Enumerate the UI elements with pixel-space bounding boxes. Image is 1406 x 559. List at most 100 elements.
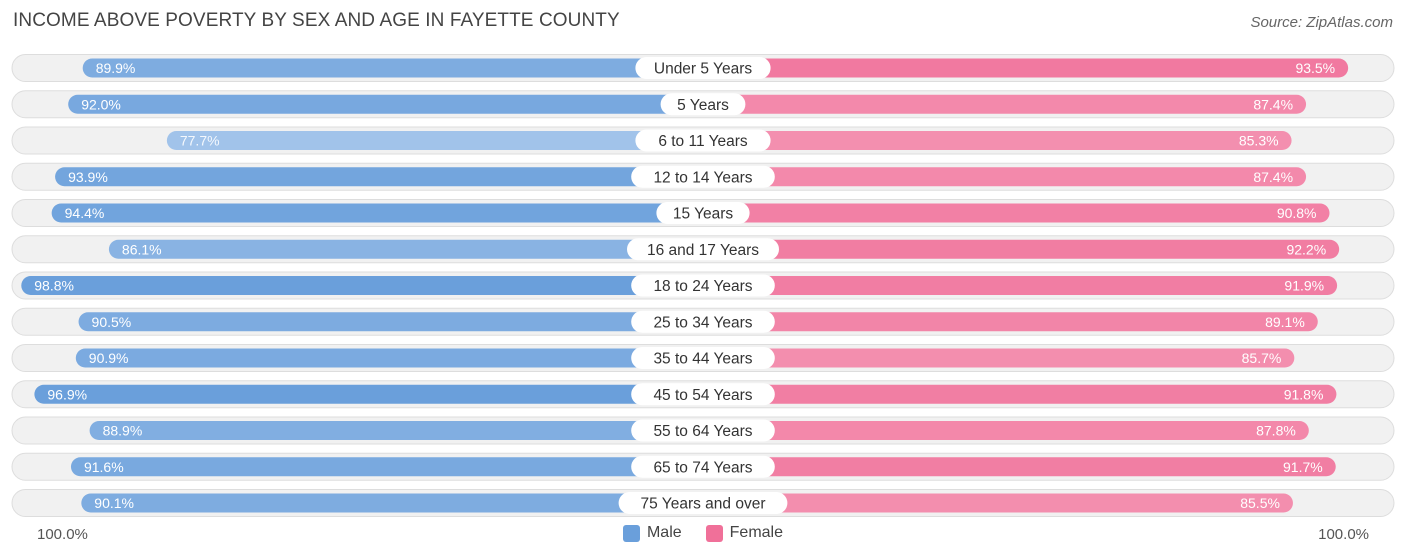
category-label: 25 to 34 Years — [653, 314, 752, 331]
category-label: 6 to 11 Years — [658, 133, 748, 150]
data-label-male: 77.7% — [180, 133, 220, 149]
data-label-female: 91.7% — [1283, 459, 1323, 475]
data-label-male: 86.1% — [122, 241, 162, 257]
chart-row: 89.9% 93.5% Under 5 Years — [11, 54, 1395, 82]
category-pill — [660, 93, 746, 116]
legend-label-female: Female — [729, 524, 784, 541]
bar-female — [703, 457, 1336, 477]
bar-female — [703, 312, 1318, 332]
data-label-male: 90.9% — [89, 350, 129, 366]
category-pill — [631, 310, 775, 333]
bar-male — [68, 94, 703, 114]
bar-male — [166, 131, 703, 150]
legend-swatch-male — [622, 524, 640, 542]
data-label-male: 93.9% — [68, 169, 108, 185]
axis-left-label: 100.0% — [37, 526, 88, 543]
category-pill — [635, 129, 771, 152]
bar-female — [703, 493, 1293, 513]
category-pill — [631, 419, 775, 442]
chart-row: 90.5% 89.1% 25 to 34 Years — [11, 307, 1395, 336]
data-label-male: 90.5% — [92, 314, 132, 330]
legend-item-female: Female — [705, 524, 784, 542]
bar-female — [703, 58, 1349, 78]
bar-male — [55, 167, 703, 187]
legend-swatch-female — [705, 524, 723, 542]
chart-row: 88.9% 87.8% 55 to 64 Years — [11, 416, 1395, 445]
data-label-female: 87.4% — [1253, 169, 1293, 185]
data-label-female: 87.4% — [1253, 96, 1293, 112]
bar-male — [89, 421, 704, 440]
data-label-male: 92.0% — [81, 96, 121, 112]
category-label: 12 to 14 Years — [653, 169, 752, 186]
category-label: Under 5 Years — [654, 61, 752, 78]
data-label-female: 85.7% — [1242, 350, 1282, 366]
category-label: 18 to 24 Years — [653, 278, 752, 295]
bar-male — [82, 58, 703, 78]
bar-female — [703, 276, 1338, 295]
category-pill — [618, 492, 788, 514]
bar-male — [108, 239, 703, 259]
data-label-female: 91.9% — [1284, 278, 1324, 294]
category-pill — [631, 274, 775, 297]
bar-male — [51, 203, 703, 223]
category-pill — [631, 165, 775, 188]
category-pill — [627, 238, 779, 261]
axis-right-label: 100.0% — [1318, 526, 1369, 543]
chart-row: 93.9% 87.4% 12 to 14 Years — [11, 162, 1395, 191]
category-label: 35 to 44 Years — [653, 351, 752, 368]
chart-row: 94.4% 90.8% 15 Years — [11, 199, 1395, 227]
data-label-male: 90.1% — [94, 495, 134, 511]
data-label-male: 94.4% — [65, 205, 105, 221]
chart-row: 91.6% 91.7% 65 to 74 Years — [11, 452, 1395, 481]
bar-female — [703, 203, 1330, 223]
category-label: 45 to 54 Years — [653, 387, 752, 404]
chart-row: 98.8% 91.9% 18 to 24 Years — [11, 271, 1395, 300]
chart-title: INCOME ABOVE POVERTY BY SEX AND AGE IN F… — [13, 10, 620, 31]
bar-female — [703, 348, 1295, 368]
category-label: 15 Years — [673, 206, 734, 223]
category-label: 5 Years — [677, 97, 729, 114]
category-label: 75 Years and over — [641, 496, 766, 513]
chart-row: 90.9% 85.7% 35 to 44 Years — [11, 344, 1395, 372]
category-label: 16 and 17 Years — [647, 242, 759, 259]
data-label-male: 88.9% — [103, 423, 143, 439]
diverging-bar-chart: 89.9% 93.5% Under 5 Years 92.0% 87.4% 5 Years… — [11, 54, 1395, 517]
data-label-female: 85.5% — [1240, 495, 1280, 511]
category-pill — [656, 202, 750, 224]
bar-male — [21, 276, 703, 295]
bar-female — [703, 421, 1309, 440]
data-label-male: 89.9% — [96, 60, 136, 76]
chart-row: 96.9% 91.8% 45 to 54 Years — [11, 380, 1395, 409]
category-label: 55 to 64 Years — [653, 423, 752, 440]
data-label-female: 93.5% — [1295, 60, 1335, 76]
source-note: Source: ZipAtlas.com — [1250, 14, 1393, 31]
data-label-female: 92.2% — [1286, 241, 1326, 257]
data-label-female: 87.8% — [1256, 423, 1296, 439]
legend-label-male: Male — [646, 524, 682, 541]
bar-female — [703, 94, 1307, 114]
data-label-female: 90.8% — [1277, 205, 1317, 221]
bar-male — [81, 493, 703, 513]
chart-row: 90.1% 85.5% 75 Years and over — [11, 489, 1395, 517]
bar-female — [703, 131, 1292, 150]
chart-row: 77.7% 85.3% 6 to 11 Years — [11, 126, 1395, 155]
chart-row: 92.0% 87.4% 5 Years — [11, 90, 1395, 119]
bar-male — [78, 312, 704, 332]
data-label-male: 91.6% — [84, 459, 124, 475]
bar-male — [34, 384, 703, 404]
data-label-male: 96.9% — [47, 386, 87, 402]
legend: Male Female — [0, 524, 1406, 542]
data-label-female: 91.8% — [1284, 386, 1324, 402]
bar-male — [75, 348, 704, 368]
category-pill — [631, 383, 775, 406]
bar-female — [703, 167, 1307, 187]
bar-female — [703, 239, 1340, 259]
legend-item-male: Male — [622, 524, 682, 542]
bar-male — [70, 457, 703, 477]
data-label-female: 89.1% — [1265, 314, 1305, 330]
category-pill — [635, 57, 771, 79]
data-label-male: 98.8% — [34, 278, 74, 294]
category-label: 65 to 74 Years — [653, 459, 752, 476]
data-label-female: 85.3% — [1239, 133, 1279, 149]
category-pill — [631, 347, 775, 369]
